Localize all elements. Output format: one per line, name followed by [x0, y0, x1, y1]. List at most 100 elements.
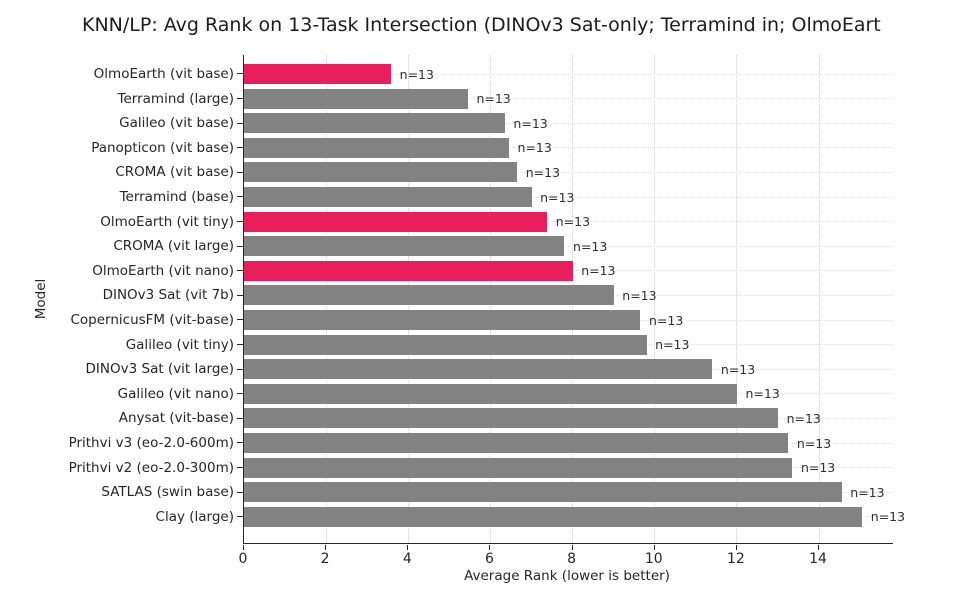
y-tick-mark — [237, 417, 243, 419]
bar-count-label: n=13 — [745, 386, 780, 402]
gridline-horizontal — [244, 147, 893, 149]
y-axis-category-label: Terramind (base) — [119, 189, 234, 205]
y-axis-category-label: Galileo (vit nano) — [117, 385, 234, 402]
x-tick-label: 4 — [402, 551, 412, 567]
bar-count-label: n=13 — [655, 337, 690, 353]
gridline-vertical — [654, 55, 656, 543]
gridline-horizontal — [244, 221, 893, 223]
bar — [244, 408, 778, 429]
x-tick-mark — [653, 544, 655, 550]
y-tick-mark — [237, 73, 243, 75]
bar — [244, 482, 842, 503]
y-axis-category-label: Panopticon (vit base) — [91, 139, 234, 156]
x-tick-mark — [489, 544, 491, 550]
y-axis-category-label: OlmoEarth (vit nano) — [92, 262, 234, 279]
y-tick-mark — [237, 368, 243, 370]
bar — [244, 113, 505, 134]
y-tick-mark — [237, 245, 243, 247]
y-tick-mark — [237, 442, 243, 444]
bar — [244, 137, 509, 158]
bar-count-label: n=13 — [720, 361, 756, 377]
y-axis-category-label: CROMA (vit large) — [113, 238, 234, 255]
y-tick-mark — [237, 516, 243, 518]
x-tick-mark — [818, 544, 820, 550]
bar — [244, 359, 713, 380]
y-axis-category-label: SATLAS (swin base) — [101, 484, 234, 501]
bar-count-label: n=13 — [581, 263, 616, 279]
y-axis-category-label: DINOv3 Sat (vit 7b) — [102, 287, 234, 304]
y-tick-mark — [237, 343, 243, 345]
bar-count-label: n=13 — [850, 484, 885, 500]
bar-count-label: n=13 — [648, 312, 684, 328]
bar-count-label: n=13 — [870, 509, 906, 525]
y-axis-category-label: Terramind (large) — [117, 90, 234, 107]
y-axis-category-label: OlmoEarth (vit base) — [93, 66, 234, 82]
bar — [244, 64, 392, 84]
gridline-horizontal — [244, 122, 893, 124]
y-tick-mark — [237, 196, 243, 198]
chart-title: KNN/LP: Avg Rank on 13-Task Intersection… — [82, 14, 881, 36]
x-tick-label: 0 — [238, 551, 248, 567]
x-tick-mark — [571, 544, 573, 550]
bar — [244, 310, 641, 330]
y-tick-mark — [237, 319, 243, 321]
bar-count-label: n=13 — [513, 115, 548, 131]
bar-count-label: n=13 — [517, 140, 552, 156]
bar-count-label: n=13 — [476, 91, 511, 107]
bar — [244, 211, 548, 232]
y-axis-category-label: Prithvi v3 (eo-2.0-600m) — [68, 435, 234, 451]
y-tick-mark — [237, 171, 243, 173]
gridline-horizontal — [244, 171, 893, 173]
gridline-horizontal — [244, 73, 893, 75]
bar — [244, 457, 793, 478]
bar-count-label: n=13 — [796, 435, 832, 451]
bar-count-label: n=13 — [572, 238, 608, 254]
bar-count-label: n=13 — [525, 164, 561, 180]
bar — [244, 88, 468, 109]
y-tick-mark — [237, 466, 243, 468]
gridline-horizontal — [244, 98, 893, 100]
bar — [244, 383, 737, 404]
x-tick-mark — [325, 544, 327, 550]
bar-count-label: n=13 — [786, 410, 821, 426]
y-axis-category-label: CROMA (vit base) — [115, 164, 234, 181]
y-axis-category-label: Anysat (vit-base) — [118, 410, 234, 427]
bar-count-label: n=13 — [622, 287, 657, 303]
gridline-horizontal — [244, 245, 893, 247]
y-axis-category-label: OlmoEarth (vit tiny) — [100, 213, 234, 230]
y-axis-category-label: CopernicusFM (vit-base) — [70, 312, 234, 328]
bar — [244, 162, 518, 183]
x-tick-label: 12 — [726, 551, 745, 567]
y-tick-mark — [237, 147, 243, 149]
x-tick-mark — [735, 544, 737, 550]
x-axis-title: Average Rank (lower is better) — [464, 568, 670, 584]
y-axis-category-label: Galileo (vit tiny) — [125, 336, 234, 353]
x-tick-label: 8 — [567, 551, 577, 567]
y-axis-category-label: Clay (large) — [155, 508, 234, 525]
y-axis-category-label: Prithvi v2 (eo-2.0-300m) — [68, 459, 234, 476]
y-tick-mark — [237, 97, 243, 99]
plot-area — [243, 55, 893, 544]
bar-count-label: n=13 — [540, 189, 575, 205]
bar — [244, 260, 573, 281]
bar-count-label: n=13 — [399, 66, 434, 82]
x-tick-label: 10 — [644, 551, 663, 567]
bar-count-label: n=13 — [800, 460, 836, 476]
x-tick-label: 6 — [484, 551, 494, 567]
bar — [244, 506, 863, 527]
y-tick-mark — [237, 122, 243, 124]
y-tick-mark — [237, 220, 243, 222]
y-tick-mark — [237, 270, 243, 272]
y-axis-category-label: DINOv3 Sat (vit large) — [85, 361, 234, 378]
bar — [244, 334, 647, 355]
bar — [244, 236, 565, 257]
y-tick-mark — [237, 393, 243, 395]
bar — [244, 285, 614, 306]
y-axis-category-label: Galileo (vit base) — [119, 115, 234, 132]
gridline-horizontal — [244, 196, 893, 198]
gridline-vertical — [818, 55, 820, 543]
x-tick-label: 2 — [320, 551, 330, 567]
x-tick-label: 14 — [809, 551, 827, 567]
gridline-vertical — [736, 55, 738, 543]
